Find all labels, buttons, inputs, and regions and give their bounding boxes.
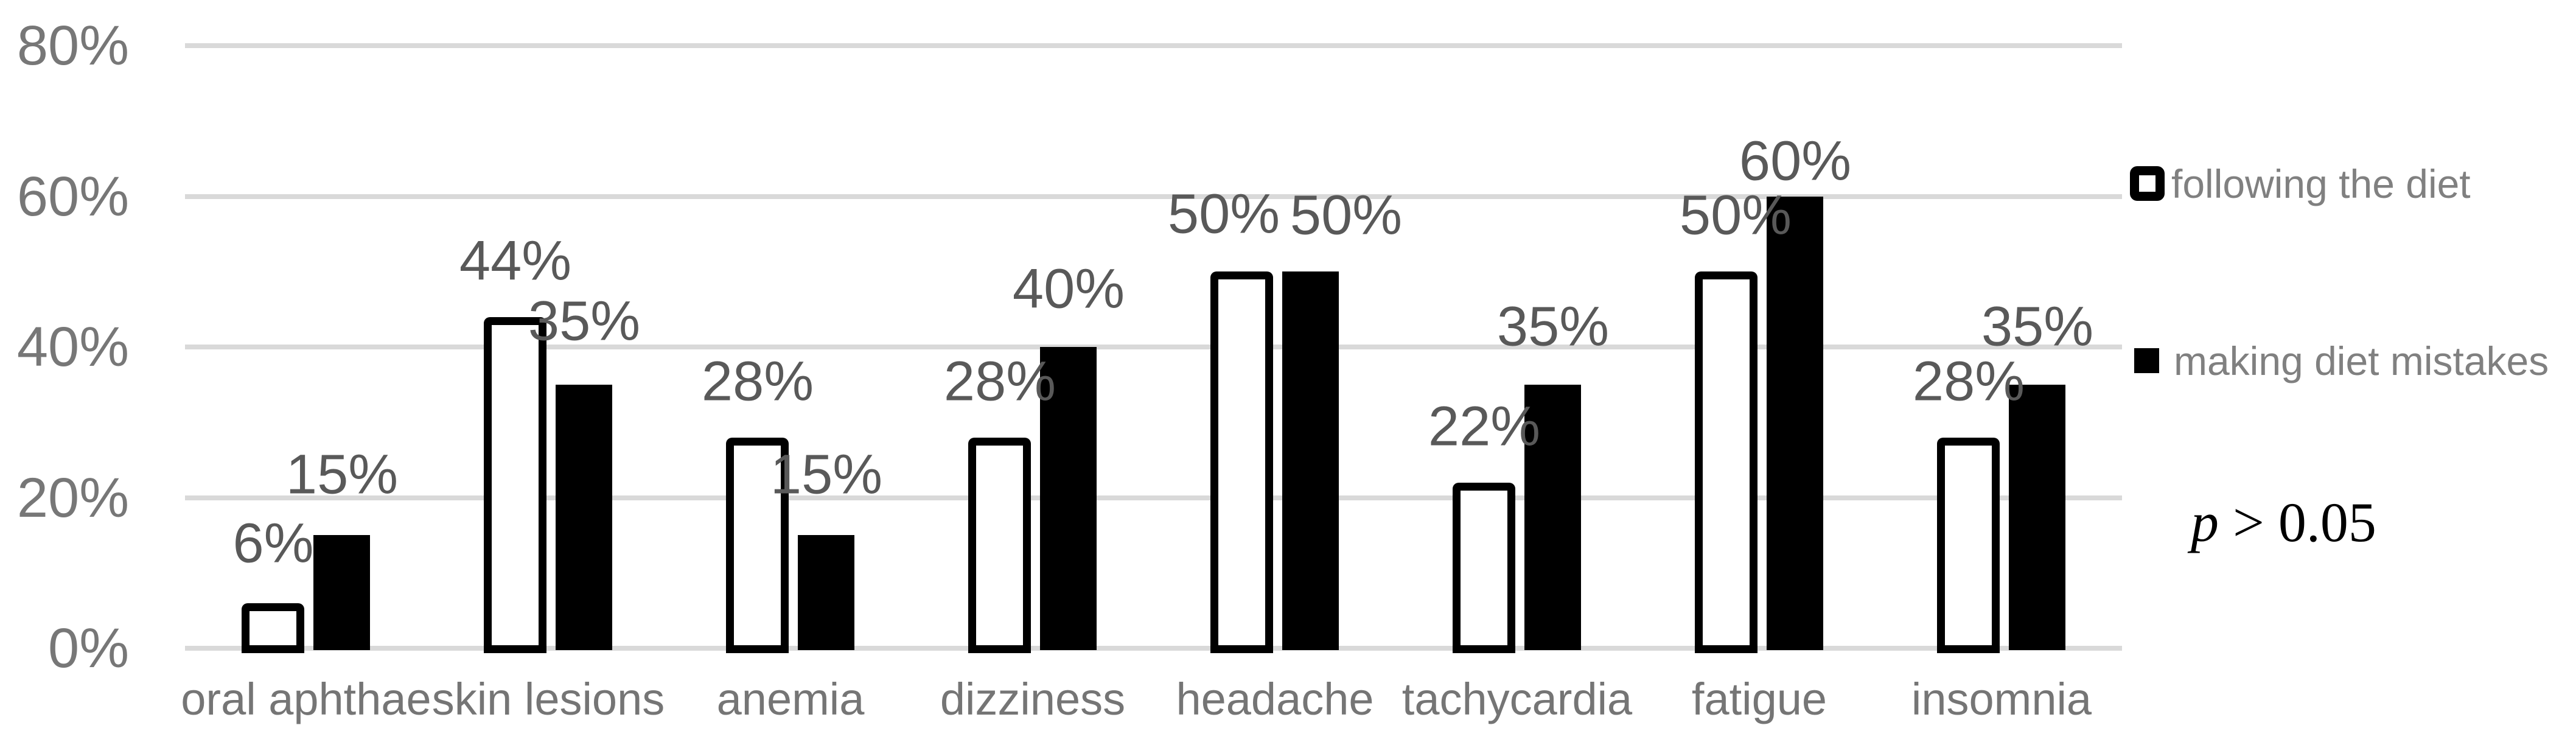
data-label-mistakes-insomnia: 35% bbox=[1981, 295, 2094, 358]
p-value-comparison: > 0.05 bbox=[2219, 491, 2376, 553]
data-label-mistakes-dizziness: 40% bbox=[1012, 257, 1125, 320]
data-label-following-skin-lesions: 44% bbox=[459, 229, 572, 292]
gridline-60% bbox=[185, 194, 2122, 199]
bar-following-the-diet-oral-aphthae bbox=[242, 603, 304, 653]
bar-making-diet-mistakes-headache bbox=[1282, 271, 1339, 650]
category-label-oral-aphthae: oral aphthae bbox=[181, 674, 431, 724]
bar-following-the-diet-anemia bbox=[726, 437, 789, 653]
bar-following-the-diet-fatigue bbox=[1695, 271, 1757, 653]
category-label-insomnia: insomnia bbox=[1911, 674, 2092, 724]
data-label-following-anemia: 28% bbox=[701, 349, 814, 412]
data-label-following-tachycardia: 22% bbox=[1428, 395, 1541, 458]
data-label-following-oral-aphthae: 6% bbox=[232, 512, 314, 575]
gridline-20% bbox=[185, 495, 2122, 500]
bar-following-the-diet-skin-lesions bbox=[484, 317, 546, 653]
data-label-mistakes-headache: 50% bbox=[1290, 184, 1403, 247]
legend-label-following-the-diet: following the diet bbox=[2171, 161, 2471, 206]
bar-following-the-diet-dizziness bbox=[968, 437, 1031, 653]
bar-making-diet-mistakes-dizziness bbox=[1040, 347, 1097, 650]
gridline-80% bbox=[185, 43, 2122, 48]
p-value-annotation: p > 0.05 bbox=[2191, 494, 2376, 550]
bar-following-the-diet-insomnia bbox=[1937, 437, 2000, 653]
data-label-mistakes-skin-lesions: 35% bbox=[528, 290, 641, 352]
bar-making-diet-mistakes-oral-aphthae bbox=[313, 535, 370, 650]
y-axis-label-0%: 0% bbox=[48, 617, 129, 679]
data-label-following-insomnia: 28% bbox=[1912, 349, 2025, 412]
gridline-40% bbox=[185, 345, 2122, 349]
data-label-mistakes-anemia: 15% bbox=[770, 443, 883, 506]
data-label-following-headache: 50% bbox=[1167, 183, 1280, 245]
y-axis-label-40%: 40% bbox=[16, 316, 129, 378]
category-label-fatigue: fatigue bbox=[1691, 674, 1827, 724]
data-label-mistakes-oral-aphthae: 15% bbox=[285, 443, 399, 506]
y-axis-label-60%: 60% bbox=[16, 165, 129, 228]
y-axis-label-20%: 20% bbox=[16, 466, 129, 529]
category-label-dizziness: dizziness bbox=[940, 674, 1126, 724]
category-label-anemia: anemia bbox=[716, 674, 865, 724]
bar-making-diet-mistakes-anemia bbox=[798, 535, 854, 650]
gridline-0% bbox=[185, 646, 2122, 651]
bar-making-diet-mistakes-tachycardia bbox=[1524, 384, 1581, 650]
y-axis-label-80%: 80% bbox=[16, 15, 129, 77]
data-label-mistakes-tachycardia: 35% bbox=[1496, 295, 1610, 358]
legend-swatch-following-the-diet-icon bbox=[2130, 166, 2165, 201]
bar-following-the-diet-headache bbox=[1210, 271, 1273, 653]
data-label-following-dizziness: 28% bbox=[943, 349, 1056, 412]
legend-swatch-making-diet-mistakes-icon bbox=[2134, 348, 2159, 373]
p-value-variable: p bbox=[2191, 491, 2219, 553]
legend-label-making-diet-mistakes: making diet mistakes bbox=[2174, 338, 2549, 383]
category-label-headache: headache bbox=[1176, 674, 1374, 724]
bar-making-diet-mistakes-skin-lesions bbox=[556, 384, 612, 650]
bar-making-diet-mistakes-insomnia bbox=[2009, 384, 2065, 650]
category-label-tachycardia: tachycardia bbox=[1401, 674, 1633, 724]
category-label-skin-lesions: skin lesions bbox=[431, 674, 665, 724]
data-label-following-fatigue: 50% bbox=[1679, 184, 1792, 247]
data-label-mistakes-fatigue: 60% bbox=[1739, 129, 1852, 192]
bar-following-the-diet-tachycardia bbox=[1453, 482, 1515, 653]
bar-making-diet-mistakes-fatigue bbox=[1767, 196, 1823, 650]
